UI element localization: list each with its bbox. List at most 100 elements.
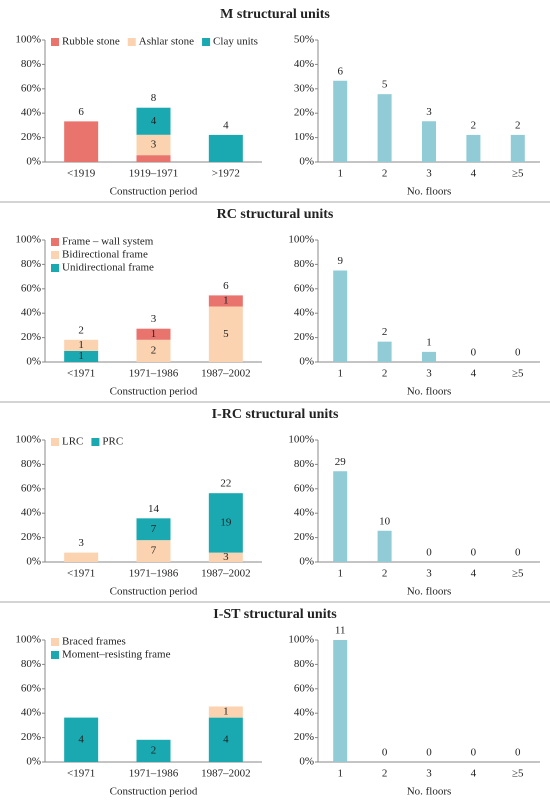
bar-segment [64,717,99,762]
x-tick-label: >1972 [212,168,240,180]
bar-label: 29 [335,456,347,468]
segment-label: 7 [151,523,157,535]
bar-segment [136,107,171,135]
y-tick-label: 20% [21,131,41,143]
x-axis-title: Construction period [110,786,198,798]
y-tick-label: 80% [21,658,41,670]
total-label: 8 [151,92,157,104]
legend-label: Ashlar stone [139,36,194,48]
y-tick-label: 20% [21,531,41,543]
segment-label: 1 [78,350,84,362]
bar-segment [208,717,243,762]
legend-label: Frame – wall system [62,236,154,248]
x-tick-label: 1987–2002 [201,368,251,380]
bar-label: 2 [382,326,388,338]
legend-label: Braced frames [62,636,126,648]
x-tick-label: <1971 [67,568,95,580]
x-tick-label: 4 [471,568,477,580]
bar-segment [208,306,243,362]
segment-label: 1 [151,328,157,340]
bar [510,134,525,162]
section-title: I-ST structural units [213,607,337,622]
x-tick-label: 1 [337,568,343,580]
bar-label: 2 [471,119,477,131]
bar-label: 0 [515,747,521,759]
segment-label: 4 [223,733,229,745]
y-tick-label: 100% [288,434,314,446]
y-tick-label: 60% [21,482,41,494]
legend-label: Moment–resisting frame [62,649,171,661]
y-tick-label: 0% [299,556,314,568]
bar-segment [136,518,171,541]
x-axis-title: Construction period [110,586,198,598]
legend-swatch [51,238,59,246]
y-tick-label: 0% [299,156,314,168]
y-tick-label: 20% [294,531,314,543]
segment-label: 2 [151,744,157,756]
legend-label: Unidirectional frame [62,262,154,274]
x-tick-label: 1 [337,368,343,380]
y-tick-label: 40% [21,507,41,519]
bar-segment [136,134,171,156]
bar-label: 0 [515,347,521,359]
x-tick-label: <1919 [67,168,96,180]
bar-label: 0 [471,347,477,359]
x-axis-title: No. floors [407,186,452,198]
x-tick-label: 3 [426,768,432,780]
x-tick-label: 2 [382,168,388,180]
x-tick-label: 1971–1986 [129,368,179,380]
bar-label: 5 [382,79,388,91]
x-axis-title: No. floors [407,386,452,398]
x-tick-label: 2 [382,768,388,780]
y-tick-label: 60% [21,282,41,294]
y-tick-label: 40% [294,307,314,319]
x-tick-label: 1987–2002 [201,568,251,580]
legend-label: PRC [102,436,123,448]
bar-segment [136,328,171,340]
bar-label: 6 [337,65,343,77]
bar-segment [208,493,243,553]
y-tick-label: 0% [299,756,314,768]
segment-label: 19 [220,516,232,528]
bar [377,94,392,162]
bar-segment [136,739,171,762]
x-tick-label: 2 [382,568,388,580]
legend-swatch [51,638,59,646]
bar-segment [64,121,99,162]
y-tick-label: 20% [294,107,314,119]
segment-label: 3 [151,139,157,151]
segment-label: 4 [151,115,157,127]
y-tick-label: 40% [21,107,41,119]
section-title: I-RC structural units [212,407,339,422]
bar-label: 1 [426,336,432,348]
total-label: 22 [220,478,231,490]
y-tick-label: 80% [294,258,314,270]
y-tick-label: 40% [294,507,314,519]
y-tick-label: 50% [294,34,314,46]
x-axis-title: Construction period [110,186,198,198]
total-label: 3 [78,537,84,549]
y-tick-label: 60% [294,282,314,294]
bar-label: 0 [471,747,477,759]
bar-segment [136,540,171,562]
y-tick-label: 0% [26,156,41,168]
legend-label: LRC [62,436,83,448]
x-tick-label: ≥5 [512,768,524,780]
segment-label: 5 [223,328,229,340]
x-axis-title: No. floors [407,786,452,798]
x-tick-label: 3 [426,168,432,180]
x-tick-label: 1 [337,168,343,180]
bar [422,351,436,362]
x-tick-label: 4 [471,168,477,180]
legend-swatch [51,264,59,272]
legend-swatch [127,38,136,46]
bar-segment [208,552,243,562]
y-tick-label: 60% [21,682,41,694]
y-tick-label: 0% [26,356,41,368]
total-label: 2 [78,324,84,336]
y-tick-label: 60% [294,482,314,494]
bar [333,270,348,362]
bar [466,134,481,162]
bar-label: 0 [426,547,432,559]
